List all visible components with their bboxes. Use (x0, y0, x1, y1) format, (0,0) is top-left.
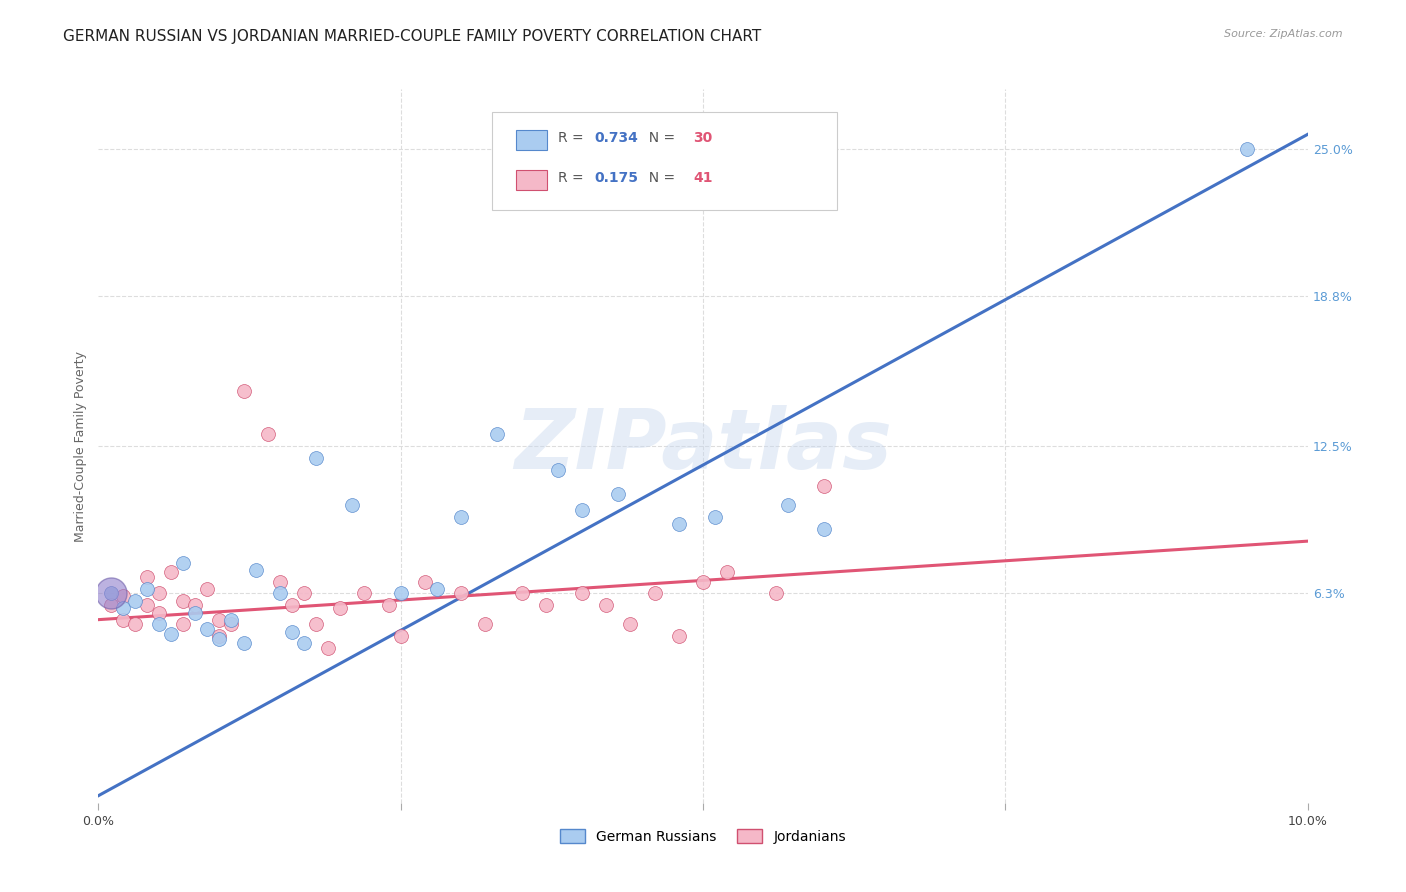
Text: 30: 30 (693, 131, 713, 145)
Point (353, 586, 375, 600)
Point (148, 606, 170, 620)
Point (619, 617, 641, 632)
Point (208, 632, 231, 646)
Point (292, 636, 315, 650)
Point (135, 599, 157, 613)
Point (704, 510, 727, 524)
Point (221, 617, 243, 632)
Point (111, 589, 134, 603)
Point (269, 586, 291, 600)
Point (571, 586, 593, 600)
Point (1236, 142, 1258, 156)
Point (195, 622, 218, 636)
Point (450, 586, 472, 600)
Y-axis label: Married-Couple Family Poverty: Married-Couple Family Poverty (75, 351, 87, 541)
Point (607, 486, 630, 500)
Point (329, 600, 352, 615)
Point (765, 586, 787, 600)
Point (245, 563, 267, 577)
Text: 0.734: 0.734 (595, 131, 638, 145)
Point (195, 582, 218, 596)
Point (100, 599, 122, 613)
Point (100, 586, 122, 600)
Point (135, 570, 157, 584)
Point (716, 565, 738, 579)
Text: N =: N = (640, 131, 679, 145)
Point (221, 613, 243, 627)
Point (389, 629, 412, 643)
Point (547, 463, 569, 477)
Point (692, 574, 714, 589)
Point (208, 613, 231, 627)
Point (377, 599, 399, 613)
Point (172, 617, 194, 632)
Point (184, 606, 207, 620)
Point (571, 503, 593, 517)
Point (148, 617, 170, 632)
Point (148, 586, 170, 600)
Point (172, 593, 194, 607)
Point (160, 565, 183, 579)
Point (534, 599, 557, 613)
Point (474, 617, 496, 632)
Point (111, 613, 134, 627)
Text: 41: 41 (693, 171, 713, 186)
Point (292, 586, 315, 600)
Point (111, 600, 134, 615)
Point (595, 599, 617, 613)
Text: Source: ZipAtlas.com: Source: ZipAtlas.com (1225, 29, 1343, 38)
Point (232, 636, 254, 650)
Point (413, 574, 436, 589)
Point (256, 427, 278, 442)
Point (776, 499, 799, 513)
Text: R =: R = (558, 171, 588, 186)
Point (305, 617, 328, 632)
Legend: German Russians, Jordanians: German Russians, Jordanians (554, 823, 852, 849)
Point (305, 450, 328, 465)
Text: 0.175: 0.175 (595, 171, 638, 186)
Point (813, 522, 835, 536)
Point (100, 586, 122, 600)
Point (160, 627, 183, 641)
Point (281, 599, 304, 613)
Point (389, 586, 412, 600)
Point (644, 586, 666, 600)
Point (124, 617, 146, 632)
Point (172, 556, 194, 570)
Point (269, 574, 291, 589)
Text: R =: R = (558, 131, 588, 145)
Text: N =: N = (640, 171, 679, 186)
Point (668, 629, 690, 643)
Point (316, 641, 339, 656)
Point (342, 499, 364, 513)
Text: ZIPatlas: ZIPatlas (515, 406, 891, 486)
Point (510, 586, 533, 600)
Point (208, 629, 231, 643)
Point (486, 427, 509, 442)
Point (668, 517, 690, 532)
Point (232, 384, 254, 399)
Point (184, 599, 207, 613)
Point (426, 582, 449, 596)
Text: GERMAN RUSSIAN VS JORDANIAN MARRIED-COUPLE FAMILY POVERTY CORRELATION CHART: GERMAN RUSSIAN VS JORDANIAN MARRIED-COUP… (63, 29, 762, 44)
Point (124, 593, 146, 607)
Point (813, 479, 835, 493)
Point (281, 624, 304, 639)
Point (135, 582, 157, 596)
Point (450, 510, 472, 524)
